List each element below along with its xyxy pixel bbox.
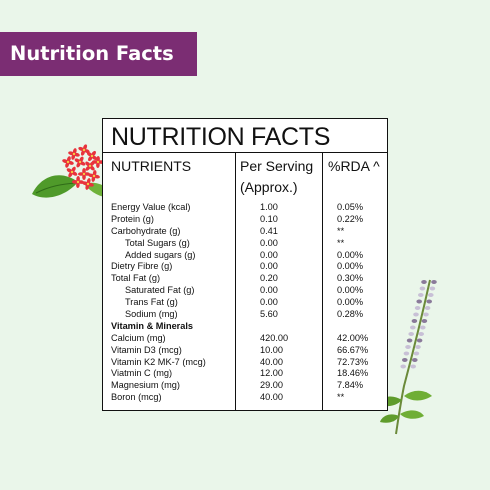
- nutrient-name: Added sugars (g): [125, 249, 196, 260]
- per-serving-value: 12.00: [260, 368, 283, 379]
- table-row: Vitamin & Minerals: [103, 321, 387, 333]
- tulsi-herb-icon: [378, 279, 437, 435]
- nutrient-name: Magnesium (mg): [111, 380, 180, 391]
- table-row: Vitamin K2 MK-7 (mcg) 40.00 72.73%: [103, 357, 387, 369]
- per-serving-value: 1.00: [260, 202, 278, 212]
- rda-value: 0.00%: [337, 261, 364, 272]
- ixora-flower-icon: [32, 144, 116, 198]
- table-row: Vitamin D3 (mcg) 10.00 66.67%: [103, 345, 387, 357]
- per-serving-value: 0.00: [260, 285, 278, 296]
- nutrient-name: Total Fat (g): [111, 273, 161, 284]
- nutrient-name: Sodium (mg): [125, 309, 178, 320]
- header-per-serving-label: Per Serving: [240, 158, 314, 174]
- per-serving-value: 40.00: [260, 356, 283, 367]
- rda-value: **: [337, 392, 345, 403]
- nutrient-name: Vitamin K2 MK-7 (mcg): [111, 356, 206, 367]
- table-row: Protein (g) 0.10 0.22%: [103, 214, 387, 226]
- nutrient-name: Energy Value (kcal): [111, 202, 191, 212]
- per-serving-value: 0.20: [260, 273, 278, 284]
- nutrient-name: Viatmin C (mg): [111, 368, 173, 379]
- panel-title: NUTRITION FACTS: [111, 123, 331, 151]
- nutrient-name: Vitamin D3 (mcg): [111, 344, 182, 355]
- table-row: Trans Fat (g) 0.00 0.00%: [103, 297, 387, 309]
- table-row: Sodium (mg) 5.60 0.28%: [103, 309, 387, 321]
- rda-value: 0.22%: [337, 213, 364, 224]
- table-row: Viatmin C (mg) 12.00 18.46%: [103, 368, 387, 380]
- per-serving-value: 0.41: [260, 225, 278, 236]
- table-row: Added sugars (g) 0.00 0.00%: [103, 250, 387, 262]
- rda-value: 18.46%: [337, 368, 369, 379]
- rda-value: 0.05%: [337, 202, 364, 212]
- per-serving-value: 0.00: [260, 237, 278, 248]
- header-divider: [103, 152, 387, 153]
- per-serving-value: 0.10: [260, 213, 278, 224]
- nutrient-name: Saturated Fat (g): [125, 285, 195, 296]
- table-row: Saturated Fat (g) 0.00 0.00%: [103, 285, 387, 297]
- header-approx-label: (Approx.): [240, 179, 298, 195]
- per-serving-value: 0.00: [260, 261, 278, 272]
- nutrient-name: Calcium (mg): [111, 332, 166, 343]
- nutrient-name: Vitamin & Minerals: [111, 320, 194, 331]
- rda-value: **: [337, 237, 345, 248]
- rda-value: 66.67%: [337, 344, 369, 355]
- rda-value: **: [337, 225, 345, 236]
- nutrient-name: Total Sugars (g): [125, 237, 190, 248]
- rda-value: 72.73%: [337, 356, 369, 367]
- table-row: Dietry Fibre (g) 0.00 0.00%: [103, 261, 387, 273]
- table-row: Energy Value (kcal) 1.00 0.05%: [103, 202, 387, 214]
- nutrient-name: Trans Fat (g): [125, 297, 178, 308]
- nutrient-name: Boron (mcg): [111, 392, 162, 403]
- rda-value: 0.30%: [337, 273, 364, 284]
- table-row: Total Fat (g) 0.20 0.30%: [103, 273, 387, 285]
- per-serving-value: 29.00: [260, 380, 283, 391]
- rda-value: 0.00%: [337, 297, 364, 308]
- nutrient-name: Protein (g): [111, 213, 154, 224]
- table-row: Total Sugars (g) 0.00 **: [103, 238, 387, 250]
- nutrient-name: Dietry Fibre (g): [111, 261, 173, 272]
- table-row: Carbohydrate (g) 0.41 **: [103, 226, 387, 238]
- nutrition-facts-banner: Nutrition Facts: [0, 32, 197, 76]
- per-serving-value: 420.00: [260, 332, 289, 343]
- header-nutrients: NUTRIENTS: [111, 158, 192, 174]
- rda-value: 0.28%: [337, 309, 364, 320]
- per-serving-value: 5.60: [260, 309, 278, 320]
- rda-value: 42.00%: [337, 332, 369, 343]
- rda-value: 0.00%: [337, 249, 364, 260]
- rda-value: 0.00%: [337, 285, 364, 296]
- per-serving-value: 10.00: [260, 344, 283, 355]
- nutrient-name: Carbohydrate (g): [111, 225, 181, 236]
- nutrition-facts-panel: NUTRITION FACTS NUTRIENTS Per Serving (A…: [102, 118, 388, 411]
- table-row: Magnesium (mg) 29.00 7.84%: [103, 380, 387, 392]
- column-divider-2: [322, 152, 323, 410]
- nutrient-rows: Energy Value (kcal) 1.00 0.05% Protein (g) 0…: [103, 202, 387, 404]
- column-divider-1: [235, 152, 236, 410]
- per-serving-value: 40.00: [260, 392, 283, 403]
- table-row: Calcium (mg) 420.00 42.00%: [103, 333, 387, 345]
- table-row: Boron (mcg) 40.00 **: [103, 392, 387, 404]
- header-rda: %RDA ^: [328, 158, 380, 174]
- header-per-serving: Per Serving (Approx.): [240, 156, 313, 198]
- per-serving-value: 0.00: [260, 297, 278, 308]
- per-serving-value: 0.00: [260, 249, 278, 260]
- rda-value: 7.84%: [337, 380, 364, 391]
